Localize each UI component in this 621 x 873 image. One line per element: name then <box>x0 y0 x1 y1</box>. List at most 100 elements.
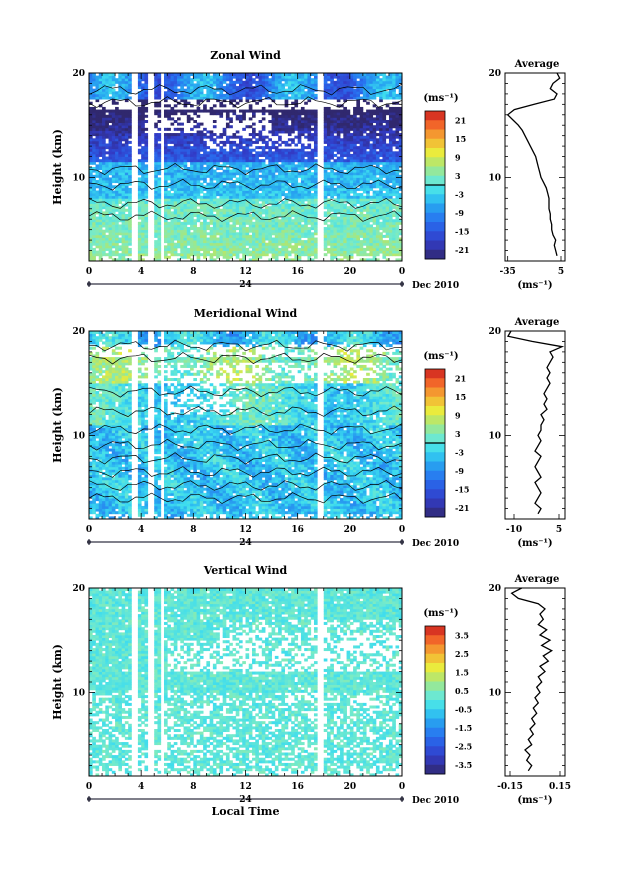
heatmap-cell <box>294 203 299 207</box>
heatmap-cell <box>265 195 269 199</box>
heatmap-cell <box>193 167 197 171</box>
heatmap-cell <box>203 208 207 212</box>
heatmap-cell <box>128 83 132 87</box>
heatmap-cell <box>183 198 188 202</box>
heatmap-cell <box>245 208 250 212</box>
heatmap-cell <box>115 208 119 212</box>
heatmap-cell <box>157 91 162 95</box>
heatmap-cell <box>284 73 289 77</box>
heatmap-cell <box>268 258 272 262</box>
heatmap-cell <box>190 135 194 139</box>
heatmap-cell <box>203 229 207 233</box>
heatmap-cell <box>108 190 113 194</box>
heatmap-cell <box>268 177 272 181</box>
heatmap-cell <box>216 88 220 92</box>
heatmap-cell <box>248 258 253 262</box>
heatmap-cell <box>323 133 328 137</box>
heatmap-cell <box>304 101 308 105</box>
heatmap-cell <box>340 153 344 157</box>
heatmap-cell <box>95 242 100 246</box>
heatmap-cell <box>121 198 126 202</box>
heatmap-cell <box>261 167 266 171</box>
heatmap-cell <box>255 206 259 210</box>
heatmap-cell <box>128 219 132 223</box>
heatmap-cell <box>300 73 305 77</box>
heatmap-cell <box>216 99 220 103</box>
heatmap-cell <box>346 229 351 233</box>
heatmap-cell <box>362 177 367 181</box>
heatmap-cell <box>268 88 272 92</box>
heatmap-cell <box>291 229 295 233</box>
heatmap-cell <box>190 73 194 77</box>
heatmap-cell <box>124 247 129 251</box>
heatmap-cell <box>190 161 194 165</box>
heatmap-cell <box>115 101 119 105</box>
heatmap-cell <box>108 80 113 84</box>
heatmap-cell <box>128 117 132 121</box>
heatmap-cell <box>157 73 162 77</box>
heatmap-cell <box>252 167 256 171</box>
heatmap-cell <box>115 122 119 126</box>
heatmap-cell <box>219 174 224 178</box>
heatmap-cell <box>180 80 184 84</box>
heatmap-cell <box>238 187 243 191</box>
heatmap-cell <box>141 99 145 103</box>
heatmap-cell <box>238 182 243 186</box>
heatmap-cell <box>291 200 295 204</box>
heatmap-cell <box>307 93 312 97</box>
heatmap-cell <box>222 190 227 194</box>
heatmap-cell <box>291 172 295 176</box>
heatmap-cell <box>369 240 374 244</box>
heatmap-cell <box>121 112 126 116</box>
heatmap-cell <box>212 80 217 84</box>
heatmap-cell <box>333 112 338 116</box>
heatmap-cell <box>340 151 344 155</box>
heatmap-cell <box>330 185 334 189</box>
heatmap-cell <box>284 148 289 152</box>
heatmap-cell <box>369 138 374 142</box>
heatmap-cell <box>124 219 129 223</box>
heatmap-cell <box>359 73 364 77</box>
heatmap-cell <box>255 101 259 105</box>
heatmap-cell <box>154 112 158 116</box>
heatmap-cell <box>330 120 334 124</box>
heatmap-cell <box>366 78 370 82</box>
heatmap-cell <box>278 208 282 212</box>
heatmap-cell <box>118 198 122 202</box>
heatmap-cell <box>180 245 184 249</box>
heatmap-cell <box>294 93 299 97</box>
heatmap-cell <box>186 195 191 199</box>
heatmap-cell <box>291 240 295 244</box>
heatmap-cell <box>235 172 240 176</box>
heatmap-cell <box>375 159 380 163</box>
heatmap-cell <box>353 167 357 171</box>
heatmap-cell <box>369 156 374 160</box>
heatmap-cell <box>274 185 279 189</box>
heatmap-cell <box>173 208 178 212</box>
heatmap-cell <box>336 86 341 90</box>
heatmap-cell <box>209 195 214 199</box>
heatmap-cell <box>186 255 191 259</box>
heatmap-cell <box>252 216 256 220</box>
heatmap-cell <box>278 182 282 186</box>
heatmap-cell <box>173 185 178 189</box>
heatmap-cell <box>255 195 259 199</box>
heatmap-cell <box>294 190 299 194</box>
heatmap-cell <box>199 73 204 77</box>
heatmap-cell <box>118 237 122 241</box>
heatmap-cell <box>219 240 224 244</box>
heatmap-cell <box>252 229 256 233</box>
heatmap-cell <box>313 146 318 150</box>
heatmap-cell <box>252 153 256 157</box>
heatmap-cell <box>190 153 194 157</box>
heatmap-cell <box>108 221 113 225</box>
heatmap-cell <box>248 190 253 194</box>
heatmap-cell <box>304 211 308 215</box>
heatmap-cell <box>115 130 119 134</box>
heatmap-cell <box>359 195 364 199</box>
heatmap-cell <box>219 101 224 105</box>
heatmap-cell <box>372 177 377 181</box>
heatmap-cell <box>108 112 113 116</box>
heatmap-cell <box>196 161 201 165</box>
heatmap-cell <box>278 242 282 246</box>
